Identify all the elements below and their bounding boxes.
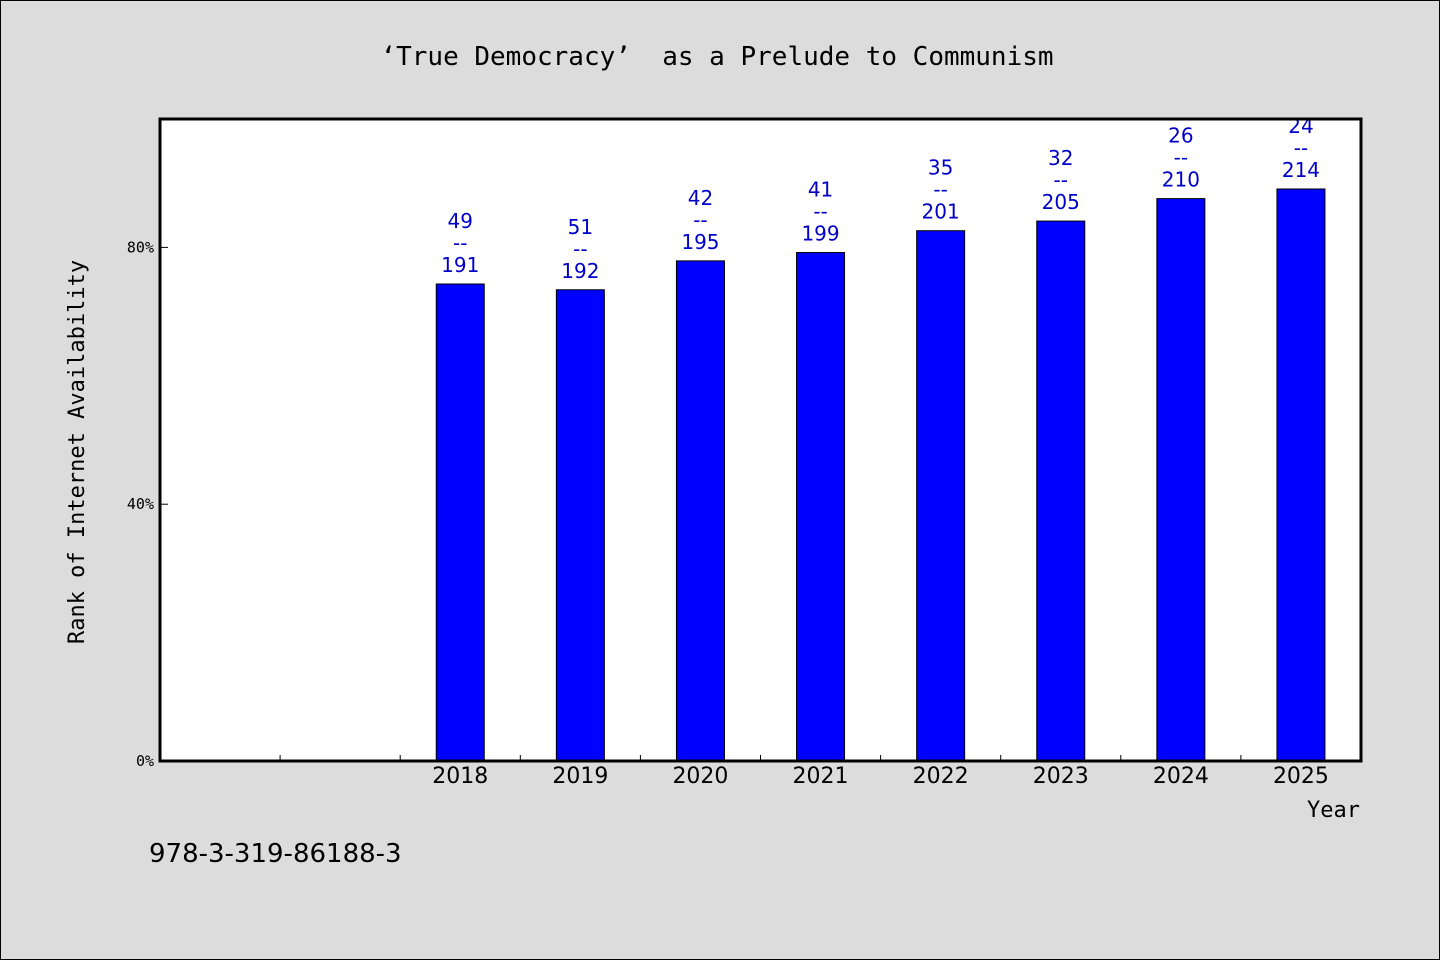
data-labels: 191--49192--51195--42199--41201--35205--… xyxy=(441,114,1320,283)
x-tick-label: 2024 xyxy=(1153,764,1209,789)
data-label-line: 199 xyxy=(801,222,839,246)
data-label-line: 205 xyxy=(1042,190,1080,214)
data-label: 199--41 xyxy=(801,178,839,246)
x-tick-label: 2022 xyxy=(913,764,969,789)
bar xyxy=(675,260,725,762)
data-label: 195--42 xyxy=(681,186,719,254)
bar xyxy=(1276,188,1326,762)
data-label-line: 41 xyxy=(808,178,833,202)
data-label-line: 192 xyxy=(561,259,599,283)
bar xyxy=(1156,198,1206,762)
data-label: 191--49 xyxy=(441,209,479,277)
data-label-line: -- xyxy=(1054,168,1068,192)
x-axis-ticks: 2018 2019 2020 2021 2022 2023 2024 2025 xyxy=(279,755,1329,789)
data-label-line: 32 xyxy=(1048,146,1073,170)
data-label-line: 214 xyxy=(1282,158,1320,182)
data-label-line: -- xyxy=(453,231,467,255)
y-axis-ticks: 0% 40% 80% xyxy=(127,238,168,770)
y-axis-label: Rank of Internet Availability xyxy=(65,260,90,644)
data-label-line: 26 xyxy=(1168,124,1193,148)
x-tick-label: 2025 xyxy=(1273,764,1329,789)
y-tick-label: 80% xyxy=(127,238,154,256)
data-label: 205--32 xyxy=(1042,146,1080,214)
data-label-line: 35 xyxy=(928,156,953,180)
bar xyxy=(435,283,485,762)
x-tick-label: 2019 xyxy=(552,764,608,789)
plot-border xyxy=(158,117,1363,763)
data-label-line: 42 xyxy=(688,186,713,210)
data-label: 210--26 xyxy=(1162,124,1200,192)
bar xyxy=(796,252,846,762)
bar xyxy=(1036,220,1086,762)
chart-title: ‘True Democracy’ as a Prelude to Communi… xyxy=(380,42,1053,72)
bar xyxy=(555,289,605,762)
data-label: 201--35 xyxy=(922,156,960,224)
x-tick-label: 2020 xyxy=(672,764,728,789)
data-label-line: 191 xyxy=(441,253,479,277)
data-label-line: -- xyxy=(933,178,947,202)
data-label-line: -- xyxy=(1174,146,1188,170)
bar xyxy=(916,230,966,762)
data-label-line: 51 xyxy=(568,215,593,239)
data-label-line: -- xyxy=(573,237,587,261)
bars xyxy=(435,188,1326,762)
x-tick-label: 2023 xyxy=(1033,764,1089,789)
data-label-line: 49 xyxy=(448,209,473,233)
data-label: 192--51 xyxy=(561,215,599,283)
x-tick-label: 2018 xyxy=(432,764,488,789)
data-label-line: -- xyxy=(813,200,827,224)
isbn-label: 978-3-319-86188-3 xyxy=(149,839,402,869)
x-axis-label: Year xyxy=(1307,798,1360,823)
data-label-line: 195 xyxy=(681,230,719,254)
data-label-line: -- xyxy=(1294,136,1308,160)
y-tick-label: 0% xyxy=(136,752,154,770)
data-label-line: 210 xyxy=(1162,168,1200,192)
x-tick-label: 2021 xyxy=(793,764,849,789)
data-label-line: -- xyxy=(693,208,707,232)
data-label-line: 201 xyxy=(922,200,960,224)
y-tick-label: 40% xyxy=(127,495,154,513)
